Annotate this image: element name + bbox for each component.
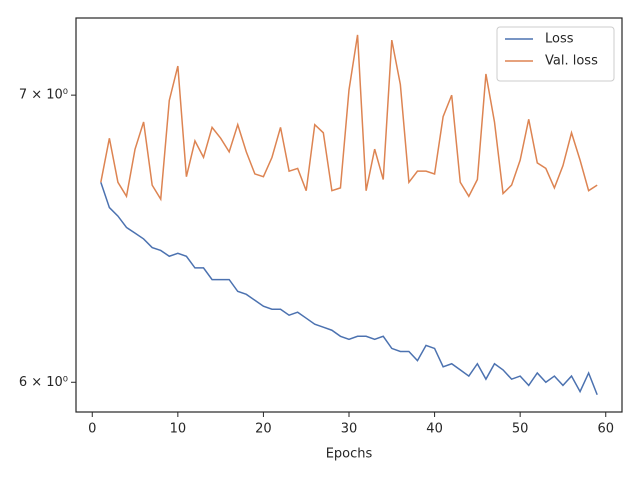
line [100, 182, 598, 396]
x-tick-label: 20 [255, 422, 272, 437]
legend-label: Loss [545, 32, 574, 47]
x-tick-label: 40 [426, 422, 443, 437]
x-tick-label: 50 [512, 422, 529, 437]
x-axis-label: Epochs [326, 447, 373, 462]
x-tick-label: 60 [597, 422, 614, 437]
x-tick-label: 10 [170, 422, 187, 437]
legend-label: Val. loss [545, 54, 598, 69]
line [100, 34, 598, 202]
y-tick-label: 6 × 10⁰ [19, 375, 68, 390]
axes-frame [75, 17, 623, 413]
x-tick-label: 0 [88, 422, 96, 437]
y-tick-label: 7 × 10⁰ [19, 88, 68, 103]
legend-box [496, 26, 615, 82]
x-tick-label: 30 [341, 422, 358, 437]
